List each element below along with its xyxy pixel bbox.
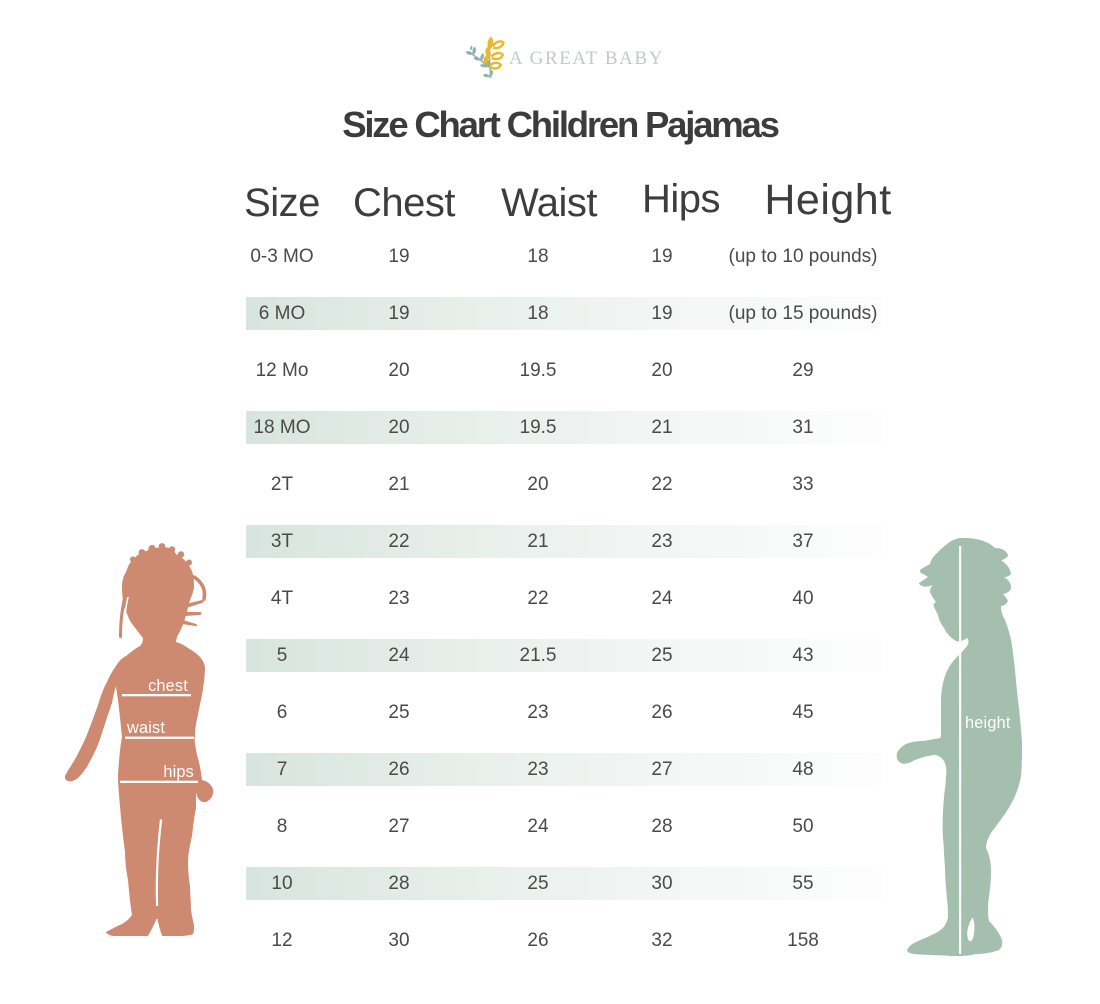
svg-text:hips: hips (163, 763, 194, 781)
svg-text:chest: chest (148, 677, 188, 695)
svg-text:height: height (965, 714, 1011, 732)
svg-text:waist: waist (126, 719, 165, 737)
